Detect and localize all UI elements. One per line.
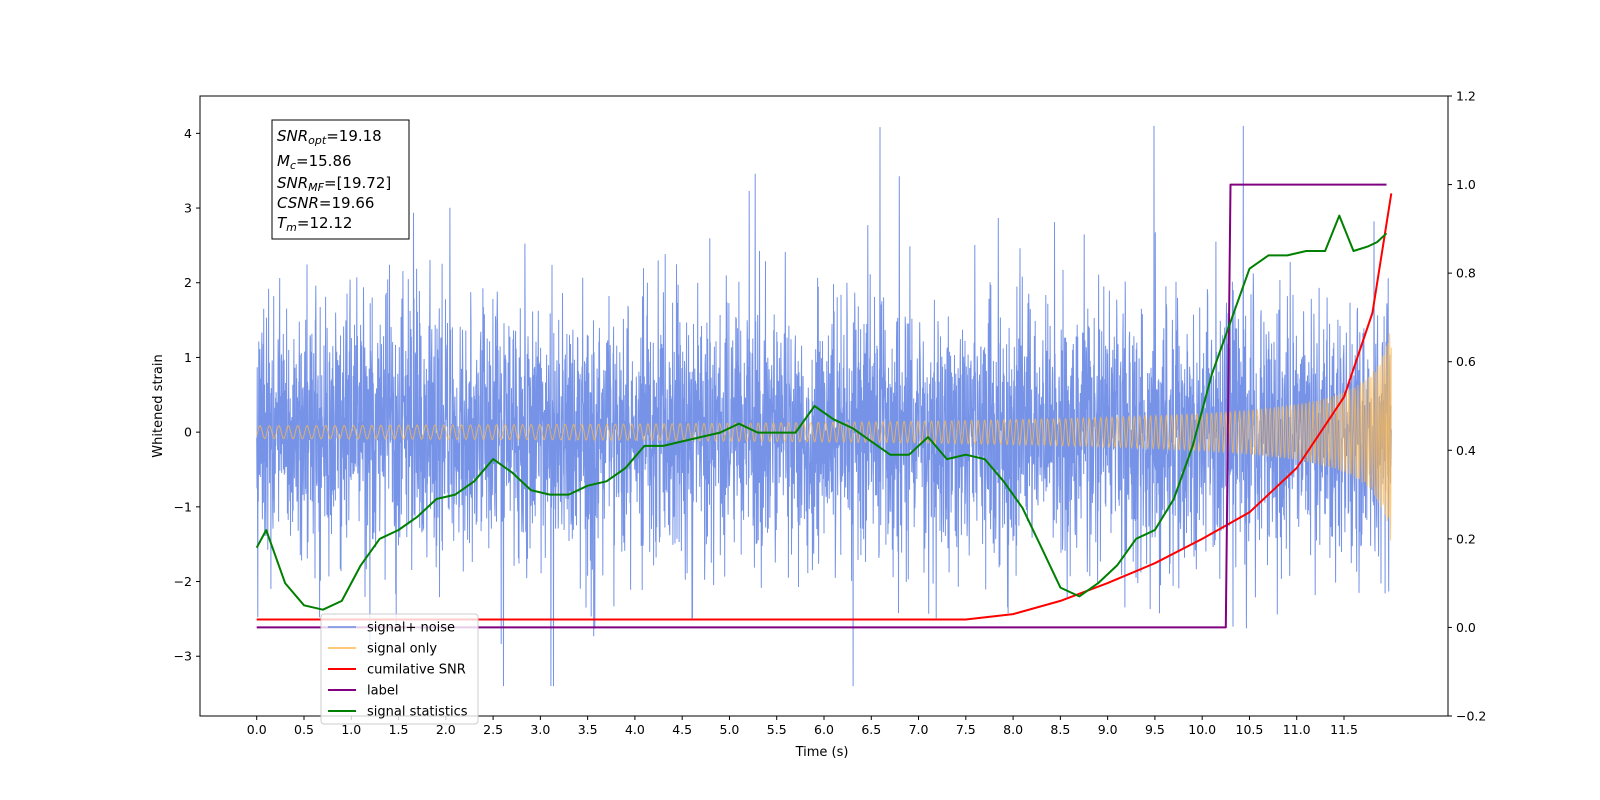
x-tick-label: 6.5 bbox=[861, 722, 881, 737]
stats-annotation-line: Tm=12.12 bbox=[277, 214, 352, 234]
x-tick-label: 4.0 bbox=[625, 722, 645, 737]
stats-subscript: c bbox=[290, 159, 296, 172]
y-tick-label: −3 bbox=[174, 649, 192, 664]
y-tick-label: 1 bbox=[184, 350, 192, 365]
stats-subscript: MF bbox=[308, 181, 324, 194]
right-y-tick-label: 1.0 bbox=[1456, 177, 1476, 192]
x-tick-label: 7.5 bbox=[956, 722, 976, 737]
x-axis-label: Time (s) bbox=[795, 745, 849, 760]
plot-area bbox=[255, 125, 1393, 687]
x-tick-label: 9.0 bbox=[1098, 722, 1118, 737]
series-line-signal-only bbox=[256, 333, 1392, 541]
right-y-axis-ticks: −0.2 0.0 0.2 0.4 0.6 0.8 1.0 1.2 bbox=[1448, 89, 1486, 724]
legend: signal+ noise signal only cumilative SNR la… bbox=[320, 613, 479, 725]
stats-annotation-line: Mc=15.86 bbox=[277, 152, 352, 172]
x-tick-label: 5.5 bbox=[767, 722, 787, 737]
stats-value: =[19.72] bbox=[324, 174, 391, 192]
x-tick-label: 10.0 bbox=[1188, 722, 1216, 737]
series-line-label bbox=[256, 183, 1387, 629]
right-y-tick-label: 1.2 bbox=[1456, 89, 1476, 104]
stats-value: =19.18 bbox=[326, 127, 382, 145]
series-line-signal-statistics bbox=[255, 214, 1388, 611]
series-line-signal-plus-noise bbox=[256, 125, 1392, 687]
stats-symbol: M bbox=[277, 152, 290, 170]
right-y-tick-label: 0.8 bbox=[1456, 266, 1476, 281]
stats-symbol: T bbox=[277, 214, 288, 232]
stats-annotation-line: SNRopt=19.18 bbox=[277, 127, 382, 147]
right-y-tick-label: −0.2 bbox=[1456, 709, 1486, 724]
stats-annotation-line: SNRMF=[19.72] bbox=[277, 174, 391, 194]
x-tick-label: 4.5 bbox=[672, 722, 692, 737]
x-tick-label: 8.0 bbox=[1003, 722, 1023, 737]
stats-subscript: m bbox=[286, 221, 297, 234]
right-y-tick-label: 0.6 bbox=[1456, 354, 1476, 369]
x-tick-label: 3.5 bbox=[578, 722, 598, 737]
x-tick-label: 1.0 bbox=[341, 722, 361, 737]
series-signal-only bbox=[256, 333, 1392, 541]
legend-label-label: label bbox=[367, 684, 398, 699]
x-tick-label: 0.0 bbox=[247, 722, 267, 737]
x-tick-label: 5.0 bbox=[720, 722, 740, 737]
x-tick-label: 7.0 bbox=[909, 722, 929, 737]
stats-annotation-line: CSNR=19.66 bbox=[277, 194, 374, 212]
y-tick-label: 4 bbox=[184, 126, 192, 141]
y-tick-label: 2 bbox=[184, 275, 192, 290]
legend-label-cumilative-snr: cumilative SNR bbox=[367, 663, 466, 678]
legend-label-signal-only: signal only bbox=[367, 642, 437, 657]
x-tick-label: 11.5 bbox=[1330, 722, 1358, 737]
x-tick-label: 11.0 bbox=[1283, 722, 1311, 737]
right-axis-series bbox=[255, 183, 1393, 629]
x-axis-ticks: 0.0 0.5 1.0 1.5 2.0 2.5 3.0 3.5 4.0 4.5 5.0 5.5 6.0 6… bbox=[247, 716, 1358, 737]
stats-annotation-box: SNRopt=19.18Mc=15.86SNRMF=[19.72]CSNR=19… bbox=[271, 119, 410, 240]
x-tick-label: 2.5 bbox=[483, 722, 503, 737]
series-signal-plus-noise bbox=[256, 125, 1392, 687]
legend-label-signal-statistics: signal statistics bbox=[367, 705, 468, 720]
y-axis-label: Whitened strain bbox=[151, 354, 166, 457]
stats-value: =15.86 bbox=[296, 152, 352, 170]
stats-subscript: opt bbox=[308, 134, 327, 147]
right-y-tick-label: 0.2 bbox=[1456, 531, 1476, 546]
stats-symbol: SNR bbox=[277, 174, 308, 192]
stats-value: =19.66 bbox=[319, 194, 375, 212]
stats-symbol: CSNR bbox=[277, 194, 319, 212]
x-tick-label: 8.5 bbox=[1050, 722, 1070, 737]
x-tick-label: 0.5 bbox=[294, 722, 314, 737]
x-tick-label: 10.5 bbox=[1236, 722, 1264, 737]
y-tick-label: −1 bbox=[174, 499, 192, 514]
x-tick-label: 6.0 bbox=[814, 722, 834, 737]
y-tick-label: 3 bbox=[184, 201, 192, 216]
x-tick-label: 3.0 bbox=[530, 722, 550, 737]
stats-symbol: SNR bbox=[277, 127, 308, 145]
y-tick-label: −2 bbox=[174, 574, 192, 589]
y-tick-label: 0 bbox=[184, 425, 192, 440]
series-line-cumilative-snr bbox=[256, 193, 1393, 621]
right-y-tick-label: 0.0 bbox=[1456, 620, 1476, 635]
legend-label-signal-noise: signal+ noise bbox=[367, 621, 455, 636]
x-tick-label: 2.0 bbox=[436, 722, 456, 737]
x-tick-label: 1.5 bbox=[389, 722, 409, 737]
y-axis-ticks: −3 −2 −1 0 1 2 3 4 bbox=[174, 126, 200, 664]
stats-value: =12.12 bbox=[297, 214, 353, 232]
right-y-tick-label: 0.4 bbox=[1456, 443, 1476, 458]
x-tick-label: 9.5 bbox=[1145, 722, 1165, 737]
